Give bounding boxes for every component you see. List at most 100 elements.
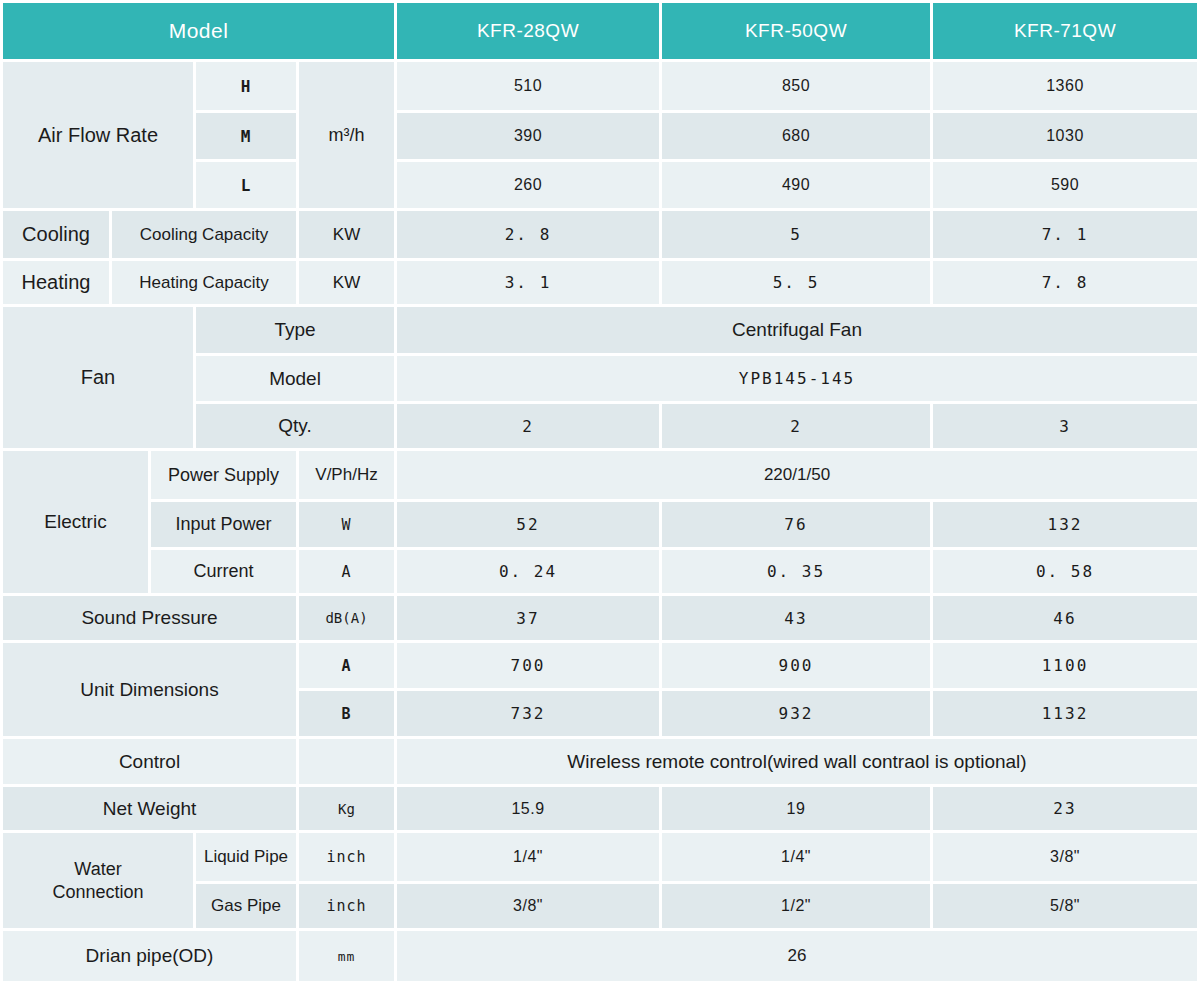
current-label: Current [151,550,296,593]
dimension-b-71: 1132 [933,691,1197,736]
fan-qty-28: 2 [397,404,659,448]
fan-model-value: YPB145-145 [397,356,1197,401]
sound-pressure-28: 37 [397,596,659,640]
air-flow-high-50: 850 [662,62,930,110]
cooling-row: Cooling Cooling Capacity KW 2. 8 5 7. 1 [3,211,1197,258]
air-flow-medium-71: 1030 [933,113,1197,159]
gas-pipe-50: 1/2" [662,884,930,928]
sound-pressure-50: 43 [662,596,930,640]
input-power-row: Input Power W 52 76 132 [3,502,1197,547]
input-power-50: 76 [662,502,930,547]
control-label: Control [3,739,296,784]
current-unit: A [299,550,394,593]
model-column-kfr-28qw: KFR-28QW [397,3,659,59]
input-power-label: Input Power [151,502,296,547]
heating-value-71: 7. 8 [933,261,1197,304]
net-weight-label: Net Weight [3,787,296,830]
heating-value-28: 3. 1 [397,261,659,304]
speed-low-label: L [196,162,296,208]
cooling-value-71: 7. 1 [933,211,1197,258]
sound-pressure-row: Sound Pressure dB(A) 37 43 46 [3,596,1197,640]
heating-label: Heating [3,261,109,304]
dimension-b-28: 732 [397,691,659,736]
dimension-b-label: B [299,691,394,736]
fan-qty-71: 3 [933,404,1197,448]
power-supply-label: Power Supply [151,451,296,499]
speed-medium-label: M [196,113,296,159]
input-power-71: 132 [933,502,1197,547]
model-header-cell: Model [3,3,394,59]
electric-label: Electric [3,451,148,593]
net-weight-unit: Kg [299,787,394,830]
control-unit-cell [299,739,394,784]
liquid-pipe-50: 1/4" [662,833,930,881]
water-connection-label: Water Connection [3,833,193,928]
fan-type-row: Fan Type Centrifugal Fan [3,307,1197,353]
heating-unit: KW [299,261,394,304]
spec-table: Model KFR-28QW KFR-50QW KFR-71QW Air Flo… [0,0,1200,984]
gas-pipe-unit: inch [299,884,394,928]
fan-type-label: Type [196,307,394,353]
fan-qty-label: Qty. [196,404,394,448]
heating-row: Heating Heating Capacity KW 3. 1 5. 5 7.… [3,261,1197,304]
power-supply-row: Electric Power Supply V/Ph/Hz 220/1/50 [3,451,1197,499]
control-value: Wireless remote control(wired wall contr… [397,739,1197,784]
header-row: Model KFR-28QW KFR-50QW KFR-71QW [3,3,1197,59]
air-flow-high-71: 1360 [933,62,1197,110]
liquid-pipe-row: Water Connection Liquid Pipe inch 1/4" 1… [3,833,1197,881]
power-supply-value: 220/1/50 [397,451,1197,499]
drain-pipe-row: Drian pipe(OD) mm 26 [3,931,1197,981]
dimension-b-50: 932 [662,691,930,736]
drain-pipe-unit: mm [299,931,394,981]
current-50: 0. 35 [662,550,930,593]
control-row: Control Wireless remote control(wired wa… [3,739,1197,784]
current-row: Current A 0. 24 0. 35 0. 58 [3,550,1197,593]
input-power-28: 52 [397,502,659,547]
cooling-label: Cooling [3,211,109,258]
air-flow-medium-50: 680 [662,113,930,159]
gas-pipe-28: 3/8" [397,884,659,928]
cooling-value-28: 2. 8 [397,211,659,258]
fan-qty-50: 2 [662,404,930,448]
net-weight-28: 15.9 [397,787,659,830]
liquid-pipe-unit: inch [299,833,394,881]
net-weight-71: 23 [933,787,1197,830]
speed-high-label: H [196,62,296,110]
dimension-a-row: Unit Dimensions A 700 900 1100 [3,643,1197,688]
sound-pressure-label: Sound Pressure [3,596,296,640]
spec-sheet: Model KFR-28QW KFR-50QW KFR-71QW Air Flo… [0,0,1200,984]
dimension-a-50: 900 [662,643,930,688]
dimension-a-label: A [299,643,394,688]
net-weight-row: Net Weight Kg 15.9 19 23 [3,787,1197,830]
cooling-unit: KW [299,211,394,258]
air-flow-high-28: 510 [397,62,659,110]
cooling-capacity-label: Cooling Capacity [112,211,296,258]
drain-pipe-value: 26 [397,931,1197,981]
dimension-a-71: 1100 [933,643,1197,688]
air-flow-low-71: 590 [933,162,1197,208]
air-flow-medium-28: 390 [397,113,659,159]
fan-type-value: Centrifugal Fan [397,307,1197,353]
input-power-unit: W [299,502,394,547]
model-column-kfr-50qw: KFR-50QW [662,3,930,59]
current-71: 0. 58 [933,550,1197,593]
net-weight-50: 19 [662,787,930,830]
current-28: 0. 24 [397,550,659,593]
air-flow-low-50: 490 [662,162,930,208]
air-flow-rate-label: Air Flow Rate [3,62,193,208]
model-column-kfr-71qw: KFR-71QW [933,3,1197,59]
sound-pressure-71: 46 [933,596,1197,640]
water-connection-label-text: Water Connection [36,858,161,903]
heating-value-50: 5. 5 [662,261,930,304]
heating-capacity-label: Heating Capacity [112,261,296,304]
drain-pipe-label: Drian pipe(OD) [3,931,296,981]
liquid-pipe-28: 1/4" [397,833,659,881]
liquid-pipe-71: 3/8" [933,833,1197,881]
gas-pipe-71: 5/8" [933,884,1197,928]
liquid-pipe-label: Liquid Pipe [196,833,296,881]
dimension-a-28: 700 [397,643,659,688]
air-flow-row-high: Air Flow Rate H m³/h 510 850 1360 [3,62,1197,110]
fan-label: Fan [3,307,193,448]
air-flow-low-28: 260 [397,162,659,208]
cooling-value-50: 5 [662,211,930,258]
